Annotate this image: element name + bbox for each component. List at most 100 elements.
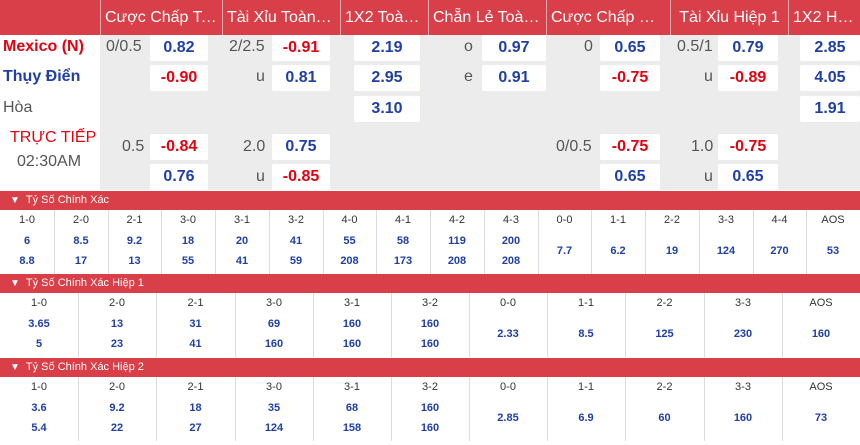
score-odds[interactable]: 208 [340, 255, 359, 267]
score-odds[interactable]: 8.8 [19, 255, 35, 267]
odds-cell[interactable]: -0.89 [718, 65, 778, 91]
score-odds[interactable]: 160 [420, 318, 440, 330]
odds-cell[interactable]: -0.90 [150, 65, 208, 91]
score-odds[interactable]: 9.2 [109, 402, 125, 414]
score-odds[interactable]: 3.65 [28, 318, 50, 330]
score-odds[interactable]: 19 [665, 245, 679, 257]
odds-cell[interactable]: -0.75 [600, 65, 660, 91]
score-odds[interactable]: 6 [23, 235, 31, 247]
score-odds[interactable]: 73 [814, 412, 828, 424]
odds-cell[interactable]: 0.79 [718, 35, 778, 61]
score-odds[interactable]: 5 [35, 338, 43, 350]
section-header[interactable]: ▼ Tỷ Số Chính Xác Hiệp 1 [0, 274, 860, 293]
col-ft-odd-even[interactable]: Chẵn Lẻ Toàn trận [428, 0, 546, 35]
score-odds[interactable]: 13 [110, 318, 124, 330]
score-odds[interactable]: 60 [658, 412, 671, 424]
score-odds[interactable]: 8.5 [73, 235, 89, 247]
score-odds[interactable]: 53 [826, 245, 840, 257]
score-odds[interactable]: 160 [342, 338, 362, 350]
score-odds[interactable]: 55 [343, 235, 356, 247]
score-odds[interactable]: 18 [189, 402, 202, 414]
odds-cell[interactable]: 3.10 [354, 96, 420, 122]
odds-cell[interactable]: -0.75 [718, 134, 778, 160]
odds-cell[interactable]: -0.91 [272, 35, 330, 61]
score-odds[interactable]: 35 [267, 402, 281, 414]
score-odds[interactable]: 13 [128, 255, 141, 267]
score-odds[interactable]: 17 [74, 255, 88, 267]
score-odds[interactable]: 3.6 [31, 402, 47, 414]
col-ft-1x2[interactable]: 1X2 Toàn trận [340, 0, 428, 35]
score-odds[interactable]: 18 [181, 235, 195, 247]
odds-cell[interactable]: 0.65 [718, 164, 778, 190]
divider [753, 210, 754, 274]
col-h1-handicap[interactable]: Cược Chấp Hiệp 1 [546, 0, 670, 35]
score-odds[interactable]: 9.2 [126, 235, 143, 247]
odds-cell[interactable]: -0.85 [272, 164, 330, 190]
live-ft-ou-line: 2.0 [243, 138, 266, 155]
score-odds[interactable]: 270 [770, 245, 789, 257]
divider [156, 293, 157, 357]
score-odds[interactable]: 27 [189, 422, 202, 434]
divider [469, 377, 470, 441]
score-odds[interactable]: 208 [501, 255, 521, 267]
score-odds[interactable]: 119 [448, 235, 466, 247]
score-odds[interactable]: 68 [345, 402, 359, 414]
score-odds[interactable]: 41 [235, 255, 249, 267]
score-odds[interactable]: 124 [264, 422, 284, 434]
score-odds[interactable]: 8.5 [578, 328, 594, 340]
score-odds[interactable]: 69 [267, 318, 281, 330]
score-odds[interactable]: 160 [264, 338, 284, 350]
score-odds[interactable]: 6.9 [578, 412, 594, 424]
odds-cell[interactable]: 0.81 [272, 65, 330, 91]
col-ft-handicap[interactable]: Cược Chấp Toàn trận [100, 0, 222, 35]
odds-cell[interactable]: 0.82 [150, 35, 208, 61]
score-odds[interactable]: 20 [235, 235, 249, 247]
score-odds[interactable]: 5.4 [31, 422, 47, 434]
score-odds[interactable]: 125 [655, 328, 674, 340]
score-odds[interactable]: 2.33 [497, 328, 519, 340]
score-odds[interactable]: 158 [342, 422, 362, 434]
odds-cell[interactable]: 0.91 [482, 65, 546, 91]
score-odds[interactable]: 7.7 [556, 245, 573, 257]
odds-cell[interactable]: -0.84 [150, 134, 208, 160]
section-header[interactable]: ▼ Tỷ Số Chính Xác [0, 191, 860, 210]
score-odds[interactable]: 160 [342, 318, 362, 330]
score-odds[interactable]: 41 [289, 235, 303, 247]
score-odds[interactable]: 31 [189, 318, 202, 330]
score-odds[interactable]: 160 [420, 422, 440, 434]
score-odds[interactable]: 2.85 [497, 412, 519, 424]
col-h1-over-under[interactable]: Tài Xỉu Hiệp 1 [670, 0, 788, 35]
odds-cell[interactable]: 2.95 [354, 65, 420, 91]
odds-cell[interactable]: 2.85 [800, 35, 860, 61]
col-ft-over-under[interactable]: Tài Xỉu Toàn trận [222, 0, 340, 35]
score-odds[interactable]: 208 [447, 255, 467, 267]
col-h1-1x2[interactable]: 1X2 Hiệp 1 [788, 0, 860, 35]
score-odds[interactable]: 230 [733, 328, 753, 340]
score-odds[interactable]: 160 [420, 338, 440, 350]
odds-cell[interactable]: 0.65 [600, 164, 660, 190]
score-odds[interactable]: 200 [501, 235, 521, 247]
under-label: u [704, 168, 713, 185]
score-odds[interactable]: 160 [811, 328, 831, 340]
odds-cell[interactable]: 0.65 [600, 35, 660, 61]
section-header[interactable]: ▼ Tỷ Số Chính Xác Hiệp 2 [0, 358, 860, 377]
ft-handicap-line: 0/0.5 [106, 38, 142, 55]
score-odds[interactable]: 124 [716, 245, 736, 257]
score-odds[interactable]: 23 [110, 338, 124, 350]
odds-cell[interactable]: 2.19 [354, 35, 420, 61]
score-odds[interactable]: 173 [393, 255, 413, 267]
score-odds[interactable]: 59 [289, 255, 303, 267]
score-odds[interactable]: 6.2 [610, 245, 626, 257]
score-odds[interactable]: 41 [189, 338, 202, 350]
score-odds[interactable]: 55 [181, 255, 195, 267]
score-odds[interactable]: 160 [733, 412, 753, 424]
score-odds[interactable]: 58 [396, 235, 410, 247]
odds-cell[interactable]: 1.91 [800, 96, 860, 122]
score-odds[interactable]: 160 [420, 402, 440, 414]
score-odds[interactable]: 22 [110, 422, 124, 434]
odds-cell[interactable]: -0.75 [600, 134, 660, 160]
odds-cell[interactable]: 0.75 [272, 134, 330, 160]
odds-cell[interactable]: 0.97 [482, 35, 546, 61]
odds-cell[interactable]: 4.05 [800, 65, 860, 91]
odds-cell[interactable]: 0.76 [150, 164, 208, 190]
